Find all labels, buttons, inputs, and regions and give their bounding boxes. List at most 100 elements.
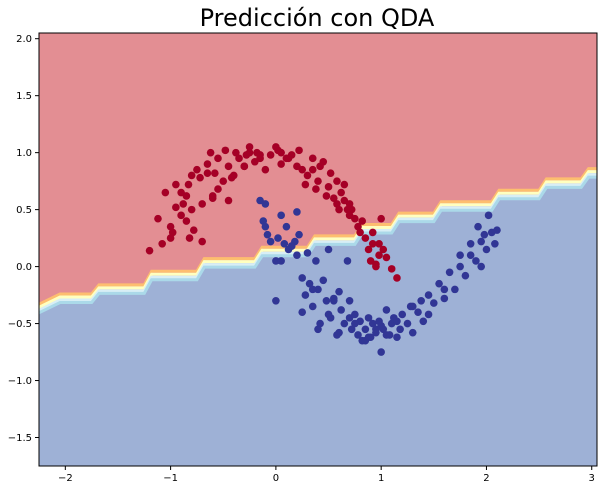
scatter-point [295, 146, 303, 155]
plot-frame [38, 32, 598, 467]
scatter-point [185, 234, 194, 242]
scatter-point [295, 230, 303, 239]
scatter-point [184, 180, 193, 189]
scatter-point [335, 287, 343, 296]
scatter-point [172, 203, 180, 212]
scatter-point [324, 310, 333, 319]
scatter-point [424, 291, 433, 299]
scatter-point [274, 234, 282, 242]
scatter-point [177, 188, 185, 197]
scatter-point [417, 296, 425, 305]
scatter-point [301, 180, 310, 189]
scatter-point [340, 196, 349, 205]
scatter-point [196, 173, 204, 182]
scatter-point [261, 165, 270, 174]
scatter-point [322, 296, 331, 305]
scatter-point [324, 183, 333, 191]
scatter-point [430, 299, 438, 307]
scatter-point [347, 325, 356, 334]
scatter-point [316, 319, 324, 328]
scatter-point [187, 171, 196, 180]
scatter-point [221, 146, 230, 155]
plot-area [39, 33, 597, 466]
scatter-point [301, 291, 310, 299]
x-tick-label: 0 [273, 473, 279, 484]
scatter-point [189, 226, 198, 234]
scatter-point [398, 310, 407, 319]
scatter-point [484, 211, 493, 220]
x-tick-label: 3 [589, 473, 595, 484]
y-axis: −1.5 −1.0 −0.5 0.0 0.5 1.0 1.5 2.0 [8, 34, 39, 444]
scatter-point [377, 214, 385, 223]
scatter-point [284, 154, 293, 163]
scatter-point [245, 143, 254, 151]
scatter-point [298, 274, 307, 282]
scatter-point [187, 205, 196, 214]
scatter-point [414, 308, 422, 316]
scatter-point [277, 211, 285, 220]
scatter-point [375, 251, 383, 259]
scatter-point [203, 169, 212, 177]
scatter-point [214, 185, 222, 193]
scatter-point [403, 319, 412, 328]
scatter-point [308, 165, 317, 174]
scatter-point [335, 328, 343, 337]
scatter-point [333, 200, 341, 208]
scatter-point [480, 230, 489, 239]
scatter-point [361, 325, 370, 334]
scatter-point [319, 157, 328, 166]
scatter-point [368, 228, 377, 237]
scatter-point [154, 214, 162, 223]
scatter-point [235, 154, 243, 163]
scatter-point [168, 228, 177, 237]
scatter-point [335, 205, 343, 214]
scatter-point [280, 240, 289, 248]
x-tick-label: 1 [378, 473, 384, 484]
scatter-point [158, 240, 166, 248]
scatter-point [358, 217, 367, 225]
scatter-point [493, 226, 501, 234]
scatter-point [224, 162, 233, 171]
scatter-point [166, 234, 175, 242]
scatter-point [477, 237, 485, 246]
y-tick-label: 2.0 [16, 34, 32, 45]
scatter-point [177, 211, 185, 220]
y-tick-label: 1.0 [16, 148, 32, 159]
scatter-point [227, 173, 236, 182]
scatter-point [293, 251, 301, 259]
scatter-point [354, 222, 362, 231]
scatter-point [145, 246, 154, 255]
scatter-point [261, 222, 270, 231]
scatter-point [396, 325, 404, 334]
scatter-point [393, 333, 401, 342]
scatter-point [282, 222, 291, 231]
x-axis: −2 −1 0 1 2 3 [58, 466, 595, 484]
scatter-point [308, 285, 317, 294]
scatter-point [274, 146, 282, 155]
scatter-point [312, 185, 320, 193]
y-tick-label: −1.0 [8, 376, 32, 387]
scatter-point [182, 217, 191, 225]
scatter-point [419, 317, 428, 326]
y-tick-label: −0.5 [8, 319, 32, 330]
scatter-point [266, 237, 275, 246]
scatter-point [245, 148, 254, 157]
scatter-point [232, 148, 240, 157]
x-tick-label: −2 [58, 473, 73, 484]
scatter-point [303, 171, 312, 180]
scatter-point [214, 154, 222, 163]
scatter-point [287, 242, 296, 250]
x-tick-label: 2 [483, 473, 489, 484]
scatter-point [345, 296, 354, 305]
scatter-point [193, 165, 201, 174]
scatter-point [345, 314, 354, 322]
scatter-point [377, 322, 385, 330]
x-tick-label: −1 [163, 473, 178, 484]
scatter-point [379, 245, 388, 254]
scatter-point [482, 245, 491, 254]
decision-boundary [39, 167, 597, 315]
scatter-point [372, 260, 380, 269]
scatter-point [491, 240, 499, 248]
scatter-point [322, 192, 331, 200]
